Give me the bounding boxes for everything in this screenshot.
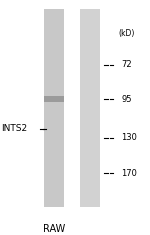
- Bar: [44, 96, 64, 102]
- Text: 130: 130: [122, 133, 137, 142]
- Bar: [44, 9, 64, 207]
- Text: (kD): (kD): [118, 28, 135, 38]
- Text: RAW: RAW: [43, 224, 65, 234]
- Text: INTS2: INTS2: [2, 124, 28, 133]
- Text: 72: 72: [122, 60, 132, 69]
- Text: 170: 170: [122, 168, 137, 178]
- Text: 95: 95: [122, 94, 132, 104]
- Bar: [80, 9, 100, 207]
